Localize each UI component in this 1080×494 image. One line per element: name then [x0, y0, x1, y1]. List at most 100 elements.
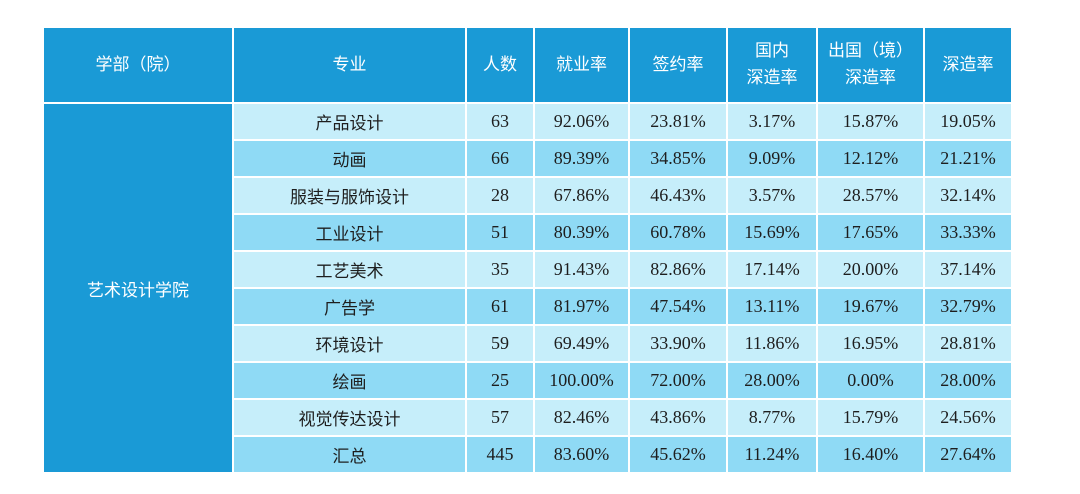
header-contract-rate: 签约率 — [628, 26, 728, 104]
count-cell: 445 — [465, 435, 535, 474]
abroad-further-rate-cell: 0.00% — [816, 361, 925, 400]
employment-rate-cell: 83.60% — [533, 435, 630, 474]
header-text-line: 人数 — [483, 54, 517, 75]
table-row: 服装与服饰设计 28 67.86% 46.43% 3.57% 28.57% 32.14% — [43, 176, 1013, 215]
count-cell: 63 — [465, 102, 535, 141]
table-row: 广告学 61 81.97% 47.54% 13.11% 19.67% 32.79% — [43, 287, 1013, 326]
abroad-further-rate-cell: 16.40% — [816, 435, 925, 474]
major-cell: 绘画 — [232, 361, 467, 400]
count-cell: 25 — [465, 361, 535, 400]
header-employment-rate: 就业率 — [533, 26, 630, 104]
further-rate-cell: 28.81% — [923, 324, 1013, 363]
domestic-further-rate-cell: 17.14% — [726, 250, 818, 289]
count-cell: 57 — [465, 398, 535, 437]
contract-rate-cell: 72.00% — [628, 361, 728, 400]
header-domestic-further-rate: 国内 深造率 — [726, 26, 818, 104]
employment-rate-cell: 89.39% — [533, 139, 630, 178]
abroad-further-rate-cell: 15.79% — [816, 398, 925, 437]
table-row: 工艺美术 35 91.43% 82.86% 17.14% 20.00% 37.14% — [43, 250, 1013, 289]
major-cell: 动画 — [232, 139, 467, 178]
contract-rate-cell: 47.54% — [628, 287, 728, 326]
header-further-rate: 深造率 — [923, 26, 1013, 104]
abroad-further-rate-cell: 12.12% — [816, 139, 925, 178]
abroad-further-rate-cell: 19.67% — [816, 287, 925, 326]
major-cell: 工艺美术 — [232, 250, 467, 289]
table-row: 动画 66 89.39% 34.85% 9.09% 12.12% 21.21% — [43, 139, 1013, 178]
employment-stats-table: 学部（院） 专业 人数 就业率 签约率 国内 深造率 出国（境） 深造率 深造率 艺术设计学院 产品… — [42, 26, 1013, 474]
abroad-further-rate-cell: 17.65% — [816, 213, 925, 252]
further-rate-cell: 37.14% — [923, 250, 1013, 289]
header-text-line: 签约率 — [652, 54, 704, 75]
header-text-line: 深造率 — [942, 54, 994, 75]
major-cell: 环境设计 — [232, 324, 467, 363]
domestic-further-rate-cell: 15.69% — [726, 213, 818, 252]
employment-rate-cell: 69.49% — [533, 324, 630, 363]
table-body: 艺术设计学院 产品设计 63 92.06% 23.81% 3.17% 15.87% 19.05… — [42, 102, 1013, 474]
count-cell: 59 — [465, 324, 535, 363]
header-text-line: 学部（院） — [95, 54, 181, 75]
count-cell: 28 — [465, 176, 535, 215]
header-text-line: 专业 — [332, 54, 367, 75]
domestic-further-rate-cell: 11.24% — [726, 435, 818, 474]
contract-rate-cell: 60.78% — [628, 213, 728, 252]
further-rate-cell: 32.79% — [923, 287, 1013, 326]
domestic-further-rate-cell: 3.17% — [726, 102, 818, 141]
employment-rate-cell: 82.46% — [533, 398, 630, 437]
count-cell: 35 — [465, 250, 535, 289]
further-rate-cell: 28.00% — [923, 361, 1013, 400]
contract-rate-cell: 23.81% — [628, 102, 728, 141]
domestic-further-rate-cell: 13.11% — [726, 287, 818, 326]
header-text-line: 深造率 — [746, 68, 798, 88]
department-cell: 艺术设计学院 — [42, 102, 234, 474]
table-row: 绘画 25 100.00% 72.00% 28.00% 0.00% 28.00% — [43, 361, 1013, 400]
abroad-further-rate-cell: 15.87% — [816, 102, 925, 141]
major-cell: 汇总 — [232, 435, 467, 474]
abroad-further-rate-cell: 28.57% — [816, 176, 925, 215]
contract-rate-cell: 33.90% — [628, 324, 728, 363]
further-rate-cell: 33.33% — [923, 213, 1013, 252]
header-text-line: 出国（境） — [828, 41, 913, 61]
header-abroad-further-rate: 出国（境） 深造率 — [816, 26, 925, 104]
contract-rate-cell: 34.85% — [628, 139, 728, 178]
employment-rate-cell: 100.00% — [533, 361, 630, 400]
domestic-further-rate-cell: 11.86% — [726, 324, 818, 363]
employment-rate-cell: 92.06% — [533, 102, 630, 141]
count-cell: 61 — [465, 287, 535, 326]
table-row: 汇总 445 83.60% 45.62% 11.24% 16.40% 27.64% — [43, 435, 1013, 474]
domestic-further-rate-cell: 9.09% — [726, 139, 818, 178]
major-cell: 服装与服饰设计 — [232, 176, 467, 215]
table-header-row: 学部（院） 专业 人数 就业率 签约率 国内 深造率 出国（境） 深造率 深造率 — [42, 26, 1013, 104]
header-text-line: 深造率 — [845, 68, 896, 88]
table-row: 艺术设计学院 产品设计 63 92.06% 23.81% 3.17% 15.87% 19.05… — [42, 102, 1013, 474]
contract-rate-cell: 46.43% — [628, 176, 728, 215]
header-count: 人数 — [465, 26, 535, 104]
abroad-further-rate-cell: 16.95% — [816, 324, 925, 363]
domestic-further-rate-cell: 3.57% — [726, 176, 818, 215]
header-text-line: 国内 — [755, 41, 789, 61]
further-rate-cell: 24.56% — [923, 398, 1013, 437]
contract-rate-cell: 82.86% — [628, 250, 728, 289]
further-rate-cell: 27.64% — [923, 435, 1013, 474]
contract-rate-cell: 43.86% — [628, 398, 728, 437]
table-row: 视觉传达设计 57 82.46% 43.86% 8.77% 15.79% 24.56% — [43, 398, 1013, 437]
header-text-line: 就业率 — [556, 54, 607, 75]
domestic-further-rate-cell: 28.00% — [726, 361, 818, 400]
employment-rate-cell: 67.86% — [533, 176, 630, 215]
major-cell: 视觉传达设计 — [232, 398, 467, 437]
further-rate-cell: 21.21% — [923, 139, 1013, 178]
further-rate-cell: 32.14% — [923, 176, 1013, 215]
major-cell: 产品设计 — [232, 102, 467, 141]
major-cell: 工业设计 — [232, 213, 467, 252]
table-row: 环境设计 59 69.49% 33.90% 11.86% 16.95% 28.81% — [43, 324, 1013, 363]
contract-rate-cell: 45.62% — [628, 435, 728, 474]
header-department: 学部（院） — [42, 26, 234, 104]
count-cell: 51 — [465, 213, 535, 252]
employment-rate-cell: 91.43% — [533, 250, 630, 289]
abroad-further-rate-cell: 20.00% — [816, 250, 925, 289]
employment-rate-cell: 80.39% — [533, 213, 630, 252]
employment-rate-cell: 81.97% — [533, 287, 630, 326]
major-cell: 广告学 — [232, 287, 467, 326]
table-row: 工业设计 51 80.39% 60.78% 15.69% 17.65% 33.33% — [43, 213, 1013, 252]
domestic-further-rate-cell: 8.77% — [726, 398, 818, 437]
count-cell: 66 — [465, 139, 535, 178]
